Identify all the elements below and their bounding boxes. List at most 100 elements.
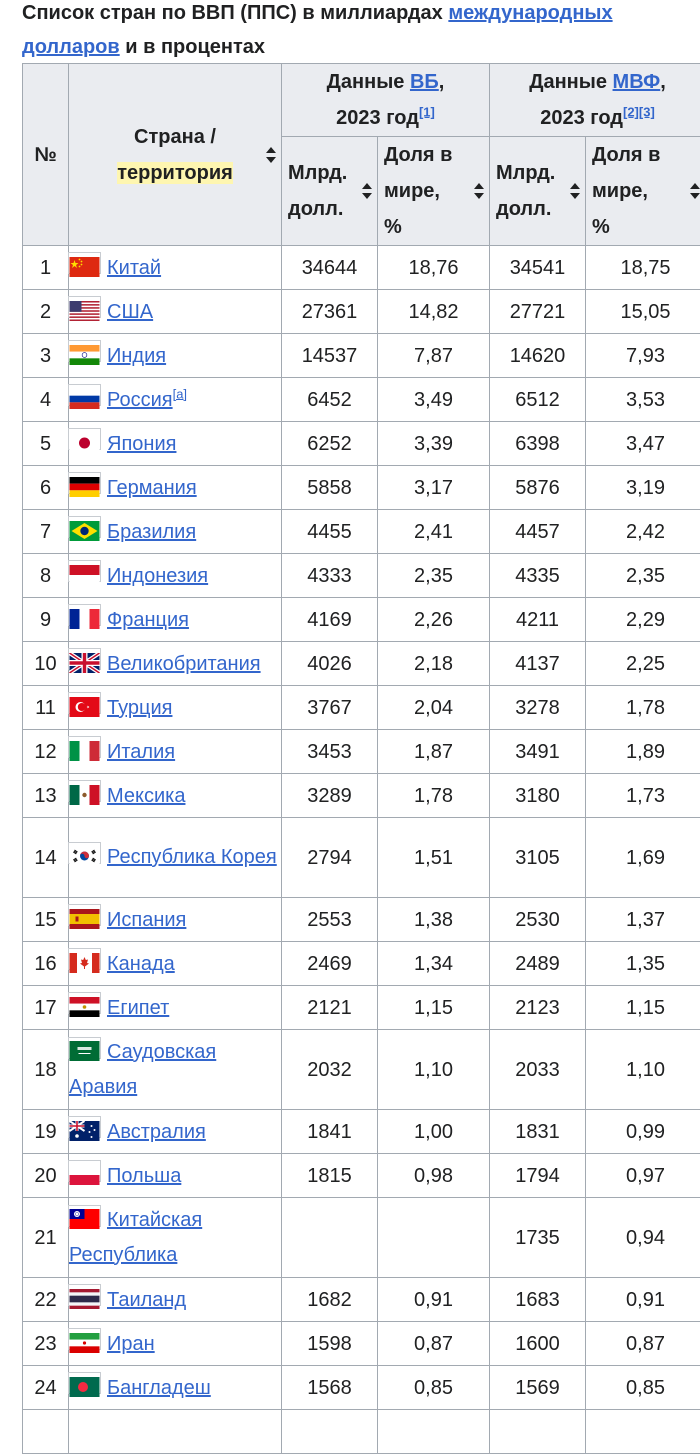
row-imf-share: 1,15: [586, 986, 700, 1030]
row-wb-share: 0,87: [378, 1322, 490, 1366]
wb-ref[interactable]: [1]: [419, 104, 435, 119]
iran-flag-icon[interactable]: [69, 1329, 100, 1349]
country-link[interactable]: США: [107, 301, 153, 323]
country-link[interactable]: Индонезия: [107, 565, 208, 587]
row-imf: 2489: [490, 942, 586, 986]
wb-link[interactable]: ВБ: [410, 71, 439, 93]
indonesia-flag-icon[interactable]: [69, 561, 100, 581]
country-link[interactable]: Египет: [107, 997, 169, 1019]
header-imf-bln[interactable]: Млрд.долл.: [490, 137, 586, 246]
row-rank: [23, 1410, 69, 1454]
imf-link[interactable]: МВФ: [613, 71, 661, 93]
country-link[interactable]: Бразилия: [107, 521, 196, 543]
row-rank: 8: [23, 554, 69, 598]
row-wb: 14537: [282, 334, 378, 378]
row-country: Германия: [69, 466, 282, 510]
uk-flag-icon[interactable]: [69, 649, 100, 669]
turkey-flag-icon[interactable]: [69, 693, 100, 713]
country-link[interactable]: Таиланд: [107, 1289, 186, 1311]
country-link[interactable]: Турция: [107, 697, 172, 719]
row-imf-share: 0,94: [586, 1198, 700, 1278]
country-link[interactable]: Канада: [107, 953, 175, 975]
note-ref[interactable]: [a]: [173, 386, 187, 401]
row-wb: 4169: [282, 598, 378, 642]
row-rank: 11: [23, 686, 69, 730]
row-country: Индия: [69, 334, 282, 378]
india-flag-icon[interactable]: [69, 341, 100, 361]
country-link[interactable]: Германия: [107, 477, 197, 499]
country-link[interactable]: Испания: [107, 909, 186, 931]
row-wb-share: 0,85: [378, 1366, 490, 1410]
header-wb: Данные ВБ, 2023 год[1]: [282, 64, 490, 137]
country-link[interactable]: Польша: [107, 1165, 181, 1187]
country-link[interactable]: Австралия: [107, 1121, 206, 1143]
row-wb-share: 3,49: [378, 378, 490, 422]
egypt-flag-icon[interactable]: [69, 993, 100, 1013]
row-imf: 27721: [490, 290, 586, 334]
row-wb: 2794: [282, 818, 378, 898]
country-link[interactable]: Япония: [107, 433, 176, 455]
poland-flag-icon[interactable]: [69, 1161, 100, 1181]
gdp-table: № Страна / территория Данные ВБ, 2023 го…: [22, 63, 700, 1454]
country-link[interactable]: Китай: [107, 257, 161, 279]
sort-icon[interactable]: [690, 182, 700, 200]
korea-flag-icon[interactable]: [69, 843, 100, 863]
sort-icon[interactable]: [266, 146, 276, 164]
sort-icon[interactable]: [474, 182, 484, 200]
mexico-flag-icon[interactable]: [69, 781, 100, 801]
row-imf: 4211: [490, 598, 586, 642]
thailand-flag-icon[interactable]: [69, 1285, 100, 1305]
sort-icon[interactable]: [570, 182, 580, 200]
row-imf-share: 1,69: [586, 818, 700, 898]
table-row: [23, 1410, 700, 1454]
row-rank: 1: [23, 246, 69, 290]
row-imf: 4137: [490, 642, 586, 686]
row-wb: 3289: [282, 774, 378, 818]
usa-flag-icon[interactable]: [69, 297, 100, 317]
row-imf: 1683: [490, 1278, 586, 1322]
brazil-flag-icon[interactable]: [69, 517, 100, 537]
china-flag-icon[interactable]: [69, 253, 100, 273]
country-link[interactable]: Мексика: [107, 785, 185, 807]
country-link[interactable]: Россия: [107, 389, 173, 411]
row-imf: 3180: [490, 774, 586, 818]
row-imf-share: 3,53: [586, 378, 700, 422]
row-wb-share: 1,51: [378, 818, 490, 898]
imf-ref[interactable]: [2][3]: [623, 104, 655, 119]
france-flag-icon[interactable]: [69, 605, 100, 625]
russia-flag-icon[interactable]: [69, 385, 100, 405]
country-link[interactable]: Индия: [107, 345, 166, 367]
bangladesh-flag-icon[interactable]: [69, 1373, 100, 1393]
country-link[interactable]: Иран: [107, 1333, 155, 1355]
country-link[interactable]: Франция: [107, 609, 189, 631]
country-link[interactable]: Республика Корея: [107, 846, 277, 868]
row-rank: 22: [23, 1278, 69, 1322]
sort-icon[interactable]: [362, 182, 372, 200]
row-wb-share: 2,41: [378, 510, 490, 554]
row-wb-share: 2,26: [378, 598, 490, 642]
country-link[interactable]: Великобритания: [107, 653, 261, 675]
row-imf-share: 0,87: [586, 1322, 700, 1366]
japan-flag-icon[interactable]: [69, 429, 100, 449]
australia-flag-icon[interactable]: [69, 1117, 100, 1137]
row-imf: 14620: [490, 334, 586, 378]
header-num: №: [23, 64, 69, 246]
germany-flag-icon[interactable]: [69, 473, 100, 493]
row-wb-share: 1,34: [378, 942, 490, 986]
country-link[interactable]: Италия: [107, 741, 175, 763]
spain-flag-icon[interactable]: [69, 905, 100, 925]
italy-flag-icon[interactable]: [69, 737, 100, 757]
header-wb-bln[interactable]: Млрд.долл.: [282, 137, 378, 246]
header-country[interactable]: Страна / территория: [69, 64, 282, 246]
taiwan-flag-icon[interactable]: [69, 1206, 100, 1226]
canada-flag-icon[interactable]: [69, 949, 100, 969]
row-wb: 6452: [282, 378, 378, 422]
saudi-flag-icon[interactable]: [69, 1038, 100, 1058]
row-imf: 6398: [490, 422, 586, 466]
country-link[interactable]: Бангладеш: [107, 1377, 211, 1399]
